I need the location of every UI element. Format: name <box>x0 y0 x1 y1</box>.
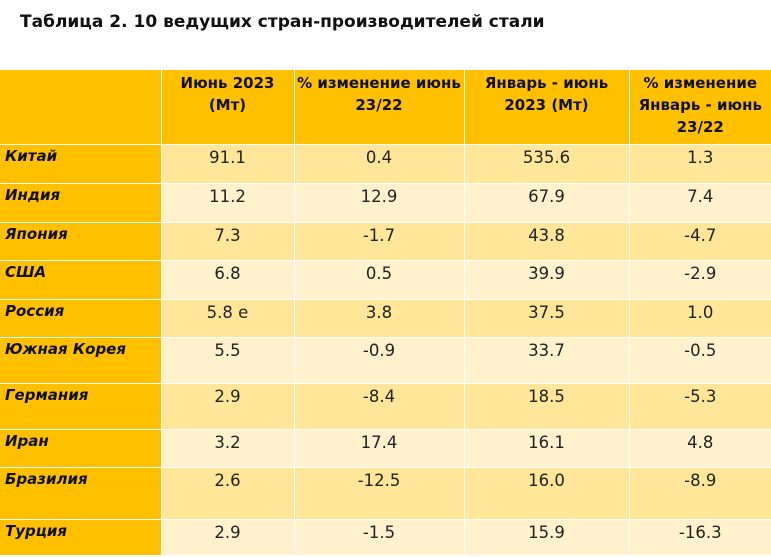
june-value-cell: 3.2 <box>161 428 295 467</box>
table-row: Бразилия 2.6 -12.5 16.0 -8.9 <box>0 466 771 519</box>
jan-jun-change-cell: -16.3 <box>629 518 771 555</box>
june-value-cell: 2.9 <box>161 518 295 555</box>
jan-jun-value-cell: 16.1 <box>464 428 630 467</box>
table-header-row: Июнь 2023 (Мт) % изменение июнь 23/22 Ян… <box>0 70 771 144</box>
country-cell: Россия <box>0 298 162 337</box>
table-row: Германия 2.9 -8.4 18.5 -5.3 <box>0 382 771 429</box>
jan-jun-change-cell: 4.8 <box>629 428 771 467</box>
steel-producers-table: Июнь 2023 (Мт) % изменение июнь 23/22 Ян… <box>0 70 771 555</box>
jan-jun-value-cell: 16.0 <box>464 466 630 519</box>
country-cell: Германия <box>0 382 162 429</box>
june-change-cell: -0.9 <box>294 336 465 383</box>
jan-jun-value-cell: 15.9 <box>464 518 630 555</box>
table-body: Китай 91.1 0.4 535.6 1.3 Индия 11.2 12.9… <box>0 143 771 555</box>
jan-jun-change-cell: 1.3 <box>629 143 771 183</box>
table-title: Таблица 2. 10 ведущих стран-производител… <box>20 12 545 32</box>
june-value-cell: 5.5 <box>161 336 295 383</box>
table-row: США 6.8 0.5 39.9 -2.9 <box>0 259 771 299</box>
country-cell: Иран <box>0 428 162 467</box>
country-cell: Япония <box>0 221 162 260</box>
column-header-june: Июнь 2023 (Мт) <box>161 70 295 144</box>
table-row: Россия 5.8 е 3.8 37.5 1.0 <box>0 298 771 337</box>
column-header-country <box>0 70 162 144</box>
column-header-jan-jun: Январь - июнь 2023 (Мт) <box>464 70 630 144</box>
column-header-june-change: % изменение июнь 23/22 <box>294 70 465 144</box>
jan-jun-change-cell: -5.3 <box>629 382 771 429</box>
june-change-cell: 3.8 <box>294 298 465 337</box>
jan-jun-change-cell: -8.9 <box>629 466 771 519</box>
jan-jun-change-cell: -2.9 <box>629 259 771 299</box>
country-cell: Китай <box>0 143 162 183</box>
column-header-jan-jun-change: % изменение Январь - июнь 23/22 <box>629 70 771 144</box>
june-change-cell: 17.4 <box>294 428 465 467</box>
table-row: Турция 2.9 -1.5 15.9 -16.3 <box>0 518 771 555</box>
jan-jun-value-cell: 67.9 <box>464 182 630 222</box>
jan-jun-change-cell: -0.5 <box>629 336 771 383</box>
june-change-cell: 0.4 <box>294 143 465 183</box>
jan-jun-value-cell: 18.5 <box>464 382 630 429</box>
june-value-cell: 11.2 <box>161 182 295 222</box>
jan-jun-change-cell: 1.0 <box>629 298 771 337</box>
june-value-cell: 91.1 <box>161 143 295 183</box>
jan-jun-value-cell: 39.9 <box>464 259 630 299</box>
jan-jun-value-cell: 37.5 <box>464 298 630 337</box>
june-value-cell: 7.3 <box>161 221 295 260</box>
june-change-cell: 0.5 <box>294 259 465 299</box>
june-change-cell: -12.5 <box>294 466 465 519</box>
country-cell: Индия <box>0 182 162 222</box>
june-change-cell: -1.7 <box>294 221 465 260</box>
table-row: Иран 3.2 17.4 16.1 4.8 <box>0 428 771 467</box>
june-value-cell: 2.6 <box>161 466 295 519</box>
jan-jun-change-cell: 7.4 <box>629 182 771 222</box>
country-cell: Южная Корея <box>0 336 162 383</box>
jan-jun-change-cell: -4.7 <box>629 221 771 260</box>
table-row: Южная Корея 5.5 -0.9 33.7 -0.5 <box>0 336 771 383</box>
country-cell: Бразилия <box>0 466 162 519</box>
june-change-cell: -8.4 <box>294 382 465 429</box>
jan-jun-value-cell: 535.6 <box>464 143 630 183</box>
june-change-cell: 12.9 <box>294 182 465 222</box>
june-value-cell: 5.8 е <box>161 298 295 337</box>
jan-jun-value-cell: 33.7 <box>464 336 630 383</box>
country-cell: Турция <box>0 518 162 555</box>
table-row: Индия 11.2 12.9 67.9 7.4 <box>0 182 771 222</box>
june-value-cell: 2.9 <box>161 382 295 429</box>
june-change-cell: -1.5 <box>294 518 465 555</box>
jan-jun-value-cell: 43.8 <box>464 221 630 260</box>
table-row: Япония 7.3 -1.7 43.8 -4.7 <box>0 221 771 260</box>
june-value-cell: 6.8 <box>161 259 295 299</box>
country-cell: США <box>0 259 162 299</box>
table-row: Китай 91.1 0.4 535.6 1.3 <box>0 143 771 183</box>
